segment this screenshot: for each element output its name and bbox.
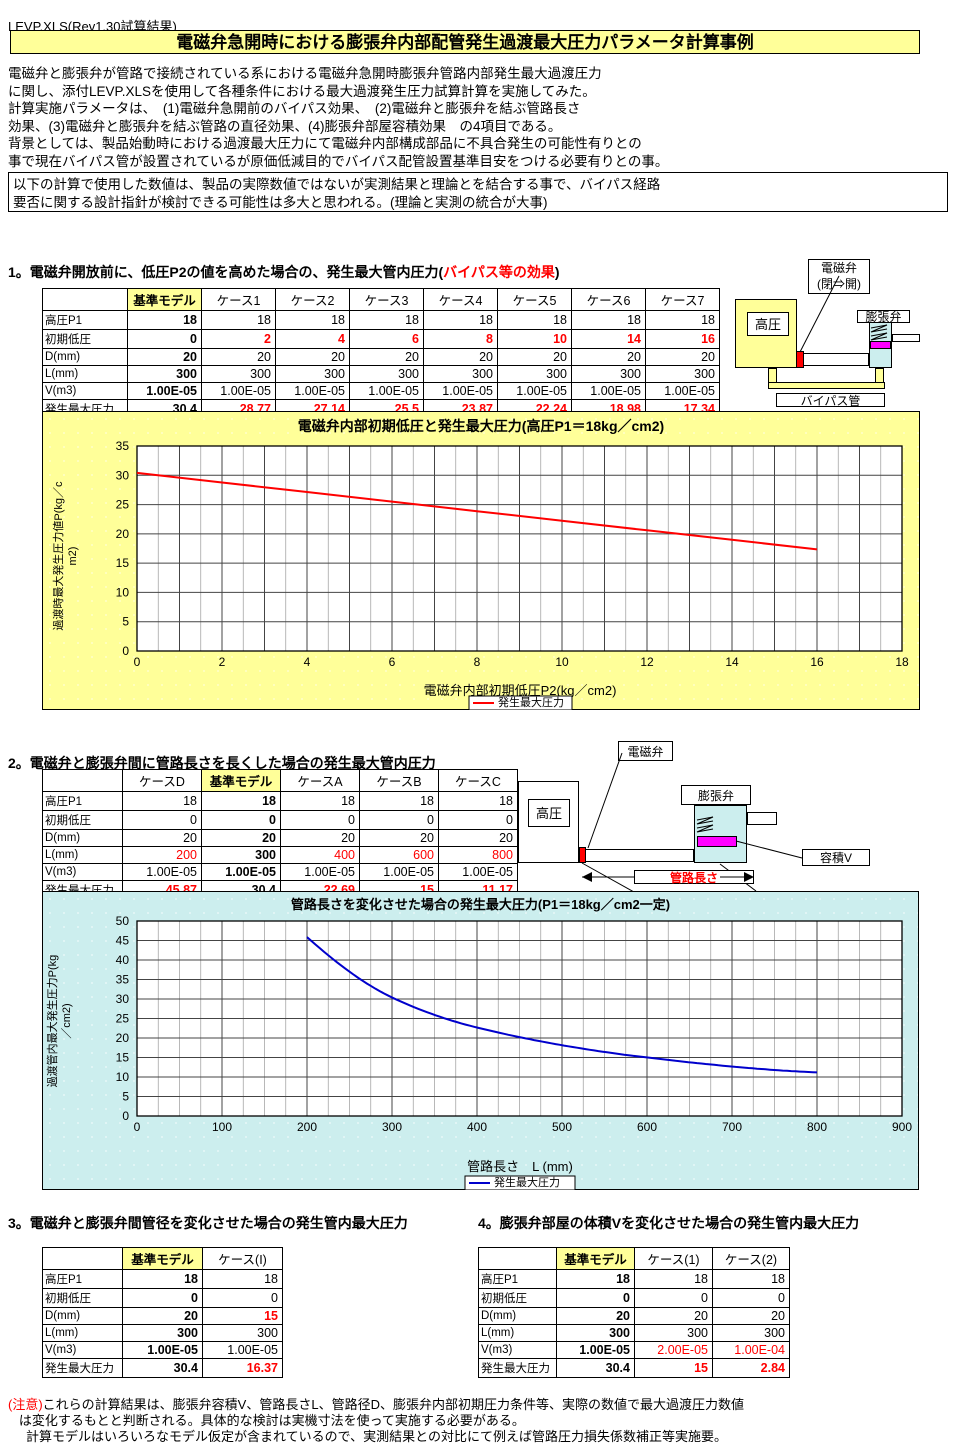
svg-text:発生最大圧力: 発生最大圧力 bbox=[494, 1175, 560, 1189]
svg-text:400: 400 bbox=[467, 1120, 487, 1134]
svg-text:4: 4 bbox=[304, 655, 311, 669]
svg-text:30: 30 bbox=[116, 992, 130, 1006]
svg-text:過渡時最大発生圧力値P(kg／c: 過渡時最大発生圧力値P(kg／c bbox=[51, 481, 65, 631]
svg-text:900: 900 bbox=[892, 1120, 912, 1134]
svg-text:0: 0 bbox=[134, 1120, 141, 1134]
svg-text:30: 30 bbox=[116, 468, 130, 482]
svg-text:35: 35 bbox=[116, 439, 130, 453]
svg-text:10: 10 bbox=[116, 1070, 130, 1084]
svg-text:管路長さ L (mm): 管路長さ L (mm) bbox=[467, 1159, 573, 1174]
svg-text:15: 15 bbox=[116, 556, 130, 570]
svg-text:2: 2 bbox=[219, 655, 226, 669]
svg-text:12: 12 bbox=[640, 655, 654, 669]
svg-text:700: 700 bbox=[722, 1120, 742, 1134]
svg-text:過渡管内最大発生圧力P(kg: 過渡管内最大発生圧力P(kg bbox=[45, 955, 59, 1088]
svg-text:500: 500 bbox=[552, 1120, 572, 1134]
svg-text:5: 5 bbox=[122, 1090, 129, 1104]
svg-text:発生最大圧力: 発生最大圧力 bbox=[498, 695, 564, 709]
svg-text:14: 14 bbox=[725, 655, 739, 669]
svg-text:10: 10 bbox=[555, 655, 569, 669]
svg-text:200: 200 bbox=[297, 1120, 317, 1134]
svg-text:100: 100 bbox=[212, 1120, 232, 1134]
svg-text:／cm2): ／cm2) bbox=[60, 1003, 73, 1038]
svg-text:18: 18 bbox=[895, 655, 909, 669]
svg-text:800: 800 bbox=[807, 1120, 827, 1134]
svg-text:35: 35 bbox=[116, 973, 130, 987]
svg-text:8: 8 bbox=[474, 655, 481, 669]
svg-text:600: 600 bbox=[637, 1120, 657, 1134]
svg-text:25: 25 bbox=[116, 1012, 130, 1026]
svg-text:45: 45 bbox=[116, 934, 130, 948]
svg-text:16: 16 bbox=[810, 655, 824, 669]
svg-text:0: 0 bbox=[122, 644, 129, 658]
svg-text:25: 25 bbox=[116, 498, 130, 512]
svg-text:10: 10 bbox=[116, 585, 130, 599]
svg-text:5: 5 bbox=[122, 615, 129, 629]
svg-text:15: 15 bbox=[116, 1051, 130, 1065]
svg-text:20: 20 bbox=[116, 1031, 130, 1045]
svg-text:50: 50 bbox=[116, 914, 130, 928]
svg-text:m2): m2) bbox=[67, 547, 79, 566]
svg-text:40: 40 bbox=[116, 953, 130, 967]
svg-text:0: 0 bbox=[134, 655, 141, 669]
svg-text:300: 300 bbox=[382, 1120, 402, 1134]
svg-text:6: 6 bbox=[389, 655, 396, 669]
svg-text:20: 20 bbox=[116, 527, 130, 541]
svg-text:0: 0 bbox=[122, 1109, 129, 1123]
